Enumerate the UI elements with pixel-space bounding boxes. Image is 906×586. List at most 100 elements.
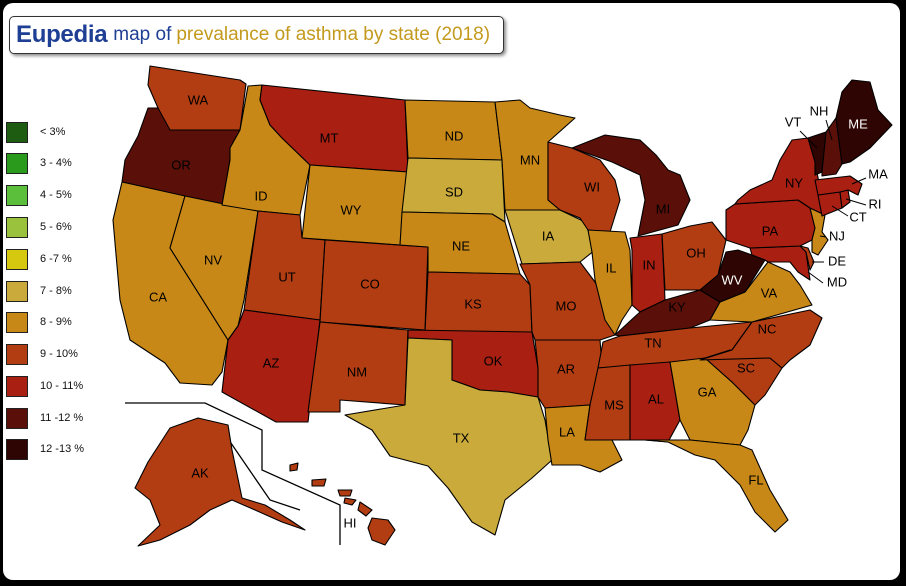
legend-item: < 3%	[6, 121, 121, 143]
label-MA: MA	[868, 166, 888, 181]
label-WV: WV	[722, 272, 743, 287]
state-MI[interactable]	[571, 134, 691, 237]
leader-lines	[799, 119, 867, 284]
inset-dividers	[125, 402, 341, 545]
title-part-2: prevalance of asthma by state (2018)	[176, 24, 491, 45]
state-IN[interactable]	[629, 233, 666, 313]
map-frame: WA OR CA ID NV MT WY UT AZ CO NM ND SD N…	[3, 3, 900, 580]
state-NC[interactable]	[699, 309, 823, 369]
label-OH: OH	[686, 245, 706, 260]
legend-swatch	[6, 216, 28, 238]
label-MS: MS	[604, 397, 624, 412]
label-OK: OK	[484, 353, 503, 368]
label-MD: MD	[827, 274, 847, 289]
label-KS: KS	[464, 296, 482, 311]
label-WA: WA	[188, 92, 209, 107]
label-NC: NC	[758, 321, 777, 336]
title-box: Eupedia map of prevalance of asthma by s…	[9, 16, 504, 54]
legend-label: 9 - 10%	[40, 348, 78, 360]
state-FL[interactable]	[644, 439, 789, 533]
state-DE[interactable]	[799, 245, 815, 271]
label-NJ: NJ	[829, 228, 845, 243]
label-AR: AR	[557, 361, 575, 376]
legend-swatch	[6, 375, 28, 397]
legend-label: 5 - 6%	[40, 221, 72, 233]
legend-item: 12 -13 %	[6, 438, 121, 460]
state-VA[interactable]	[709, 261, 813, 323]
legend-item: 7 - 8%	[6, 280, 121, 302]
legend-swatch	[6, 343, 28, 365]
legend-label: 12 -13 %	[40, 443, 85, 455]
state-VT[interactable]	[807, 131, 827, 176]
label-HI: HI	[344, 515, 357, 530]
label-TN: TN	[644, 335, 661, 350]
label-UT: UT	[278, 269, 295, 284]
site-logo[interactable]: Eupedia	[16, 21, 108, 48]
legend-item: 8 - 9%	[6, 311, 121, 333]
label-IL: IL	[606, 260, 617, 275]
label-MI: MI	[656, 201, 670, 216]
legend-label: < 3%	[40, 126, 66, 138]
legend-label: 7 - 8%	[40, 285, 72, 297]
legend-swatch	[6, 311, 28, 333]
state-OH[interactable]	[661, 221, 727, 291]
legend-swatch	[6, 280, 28, 302]
state-NJ[interactable]	[809, 207, 829, 256]
label-SD: SD	[445, 184, 463, 199]
legend-label: 4 - 5%	[40, 189, 72, 201]
legend-swatch	[6, 184, 28, 206]
label-AZ: AZ	[263, 355, 280, 370]
label-NM: NM	[347, 364, 367, 379]
label-DE: DE	[828, 253, 846, 268]
label-WI: WI	[584, 179, 600, 194]
legend-swatch	[6, 438, 28, 460]
label-ME: ME	[848, 116, 868, 131]
legend-item: 6 -7 %	[6, 248, 121, 270]
legend-label: 11 -12 %	[40, 412, 84, 424]
legend-item: 11 -12 %	[6, 407, 121, 429]
state-MO[interactable]	[519, 261, 616, 341]
label-PA: PA	[762, 223, 779, 238]
legend-swatch	[6, 121, 28, 143]
label-NE: NE	[452, 238, 470, 253]
us-map: WA OR CA ID NV MT WY UT AZ CO NM ND SD N…	[112, 65, 893, 547]
label-CO: CO	[360, 276, 380, 291]
legend-swatch	[6, 152, 28, 174]
label-KY: KY	[668, 299, 686, 314]
legend-item: 9 - 10%	[6, 343, 121, 365]
label-IA: IA	[542, 228, 555, 243]
legend-label: 3 - 4%	[40, 157, 72, 169]
legend-label: 8 - 9%	[40, 316, 72, 328]
legend-item: 4 - 5%	[6, 184, 121, 206]
legend-item: 3 - 4%	[6, 152, 121, 174]
state-TX[interactable]	[344, 337, 553, 536]
label-CT: CT	[849, 209, 866, 224]
label-NY: NY	[785, 175, 803, 190]
legend-swatch	[6, 407, 28, 429]
state-IL[interactable]	[587, 229, 633, 336]
legend-item: 5 - 6%	[6, 216, 121, 238]
label-FL: FL	[748, 472, 763, 487]
label-NH: NH	[810, 103, 829, 118]
label-WY: WY	[341, 202, 362, 217]
state-CT[interactable]	[817, 191, 843, 217]
label-LA: LA	[559, 424, 575, 439]
state-MA[interactable]	[814, 175, 863, 196]
state-labels: WA OR CA ID NV MT WY UT AZ CO NM ND SD N…	[149, 92, 888, 530]
label-CA: CA	[149, 289, 167, 304]
label-MT: MT	[320, 130, 339, 145]
label-SC: SC	[737, 360, 755, 375]
label-TX: TX	[453, 430, 470, 445]
state-ME[interactable]	[835, 79, 893, 165]
state-RI[interactable]	[839, 189, 851, 209]
label-MO: MO	[556, 298, 577, 313]
state-AK[interactable]	[134, 417, 306, 547]
label-ND: ND	[445, 128, 464, 143]
label-MN: MN	[520, 152, 540, 167]
label-AL: AL	[648, 391, 664, 406]
label-RI: RI	[869, 196, 882, 211]
state-HI[interactable]	[289, 462, 396, 546]
label-NV: NV	[204, 252, 222, 267]
label-VA: VA	[761, 285, 778, 300]
label-OR: OR	[171, 157, 191, 172]
